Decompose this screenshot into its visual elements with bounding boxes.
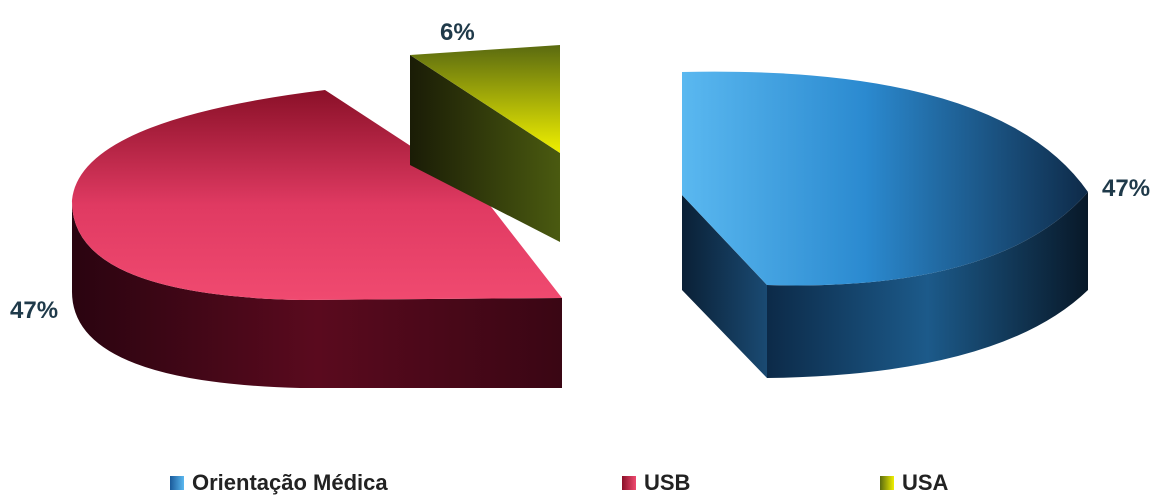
legend-swatch-usb [622,476,636,490]
slice-orientacao-medica-wall [682,72,767,378]
data-label-orientacao-medica: 47% [1102,175,1150,202]
slice-usb[interactable] [71,90,562,388]
legend-label-orientacao-medica: Orientação Médica [192,470,388,495]
slice-orientacao-medica[interactable] [682,71,1088,378]
slice-usa[interactable] [410,45,560,242]
legend-swatch-orientacao-medica [170,476,184,490]
slice-usa-wall [410,55,560,242]
legend-item-usa: USA [880,470,948,496]
slice-usb-side [71,200,562,388]
slice-orientacao-medica-side [767,192,1088,378]
legend-item-orientacao-medica: Orientação Médica [170,470,388,496]
slice-usa-top [410,45,560,153]
chart-legend: Orientação Médica USB USA [0,470,1172,496]
data-label-usb: 47% [10,297,58,324]
pie-chart-canvas: 6% 47% 47% [10,19,1150,388]
legend-item-usb: USB [622,470,690,496]
slice-usb-top [71,90,562,300]
slice-orientacao-medica-top [682,71,1088,286]
legend-label-usb: USB [644,470,691,495]
data-label-usa: 6% [440,19,475,46]
legend-swatch-usa [880,476,894,490]
legend-label-usa: USA [902,470,949,495]
